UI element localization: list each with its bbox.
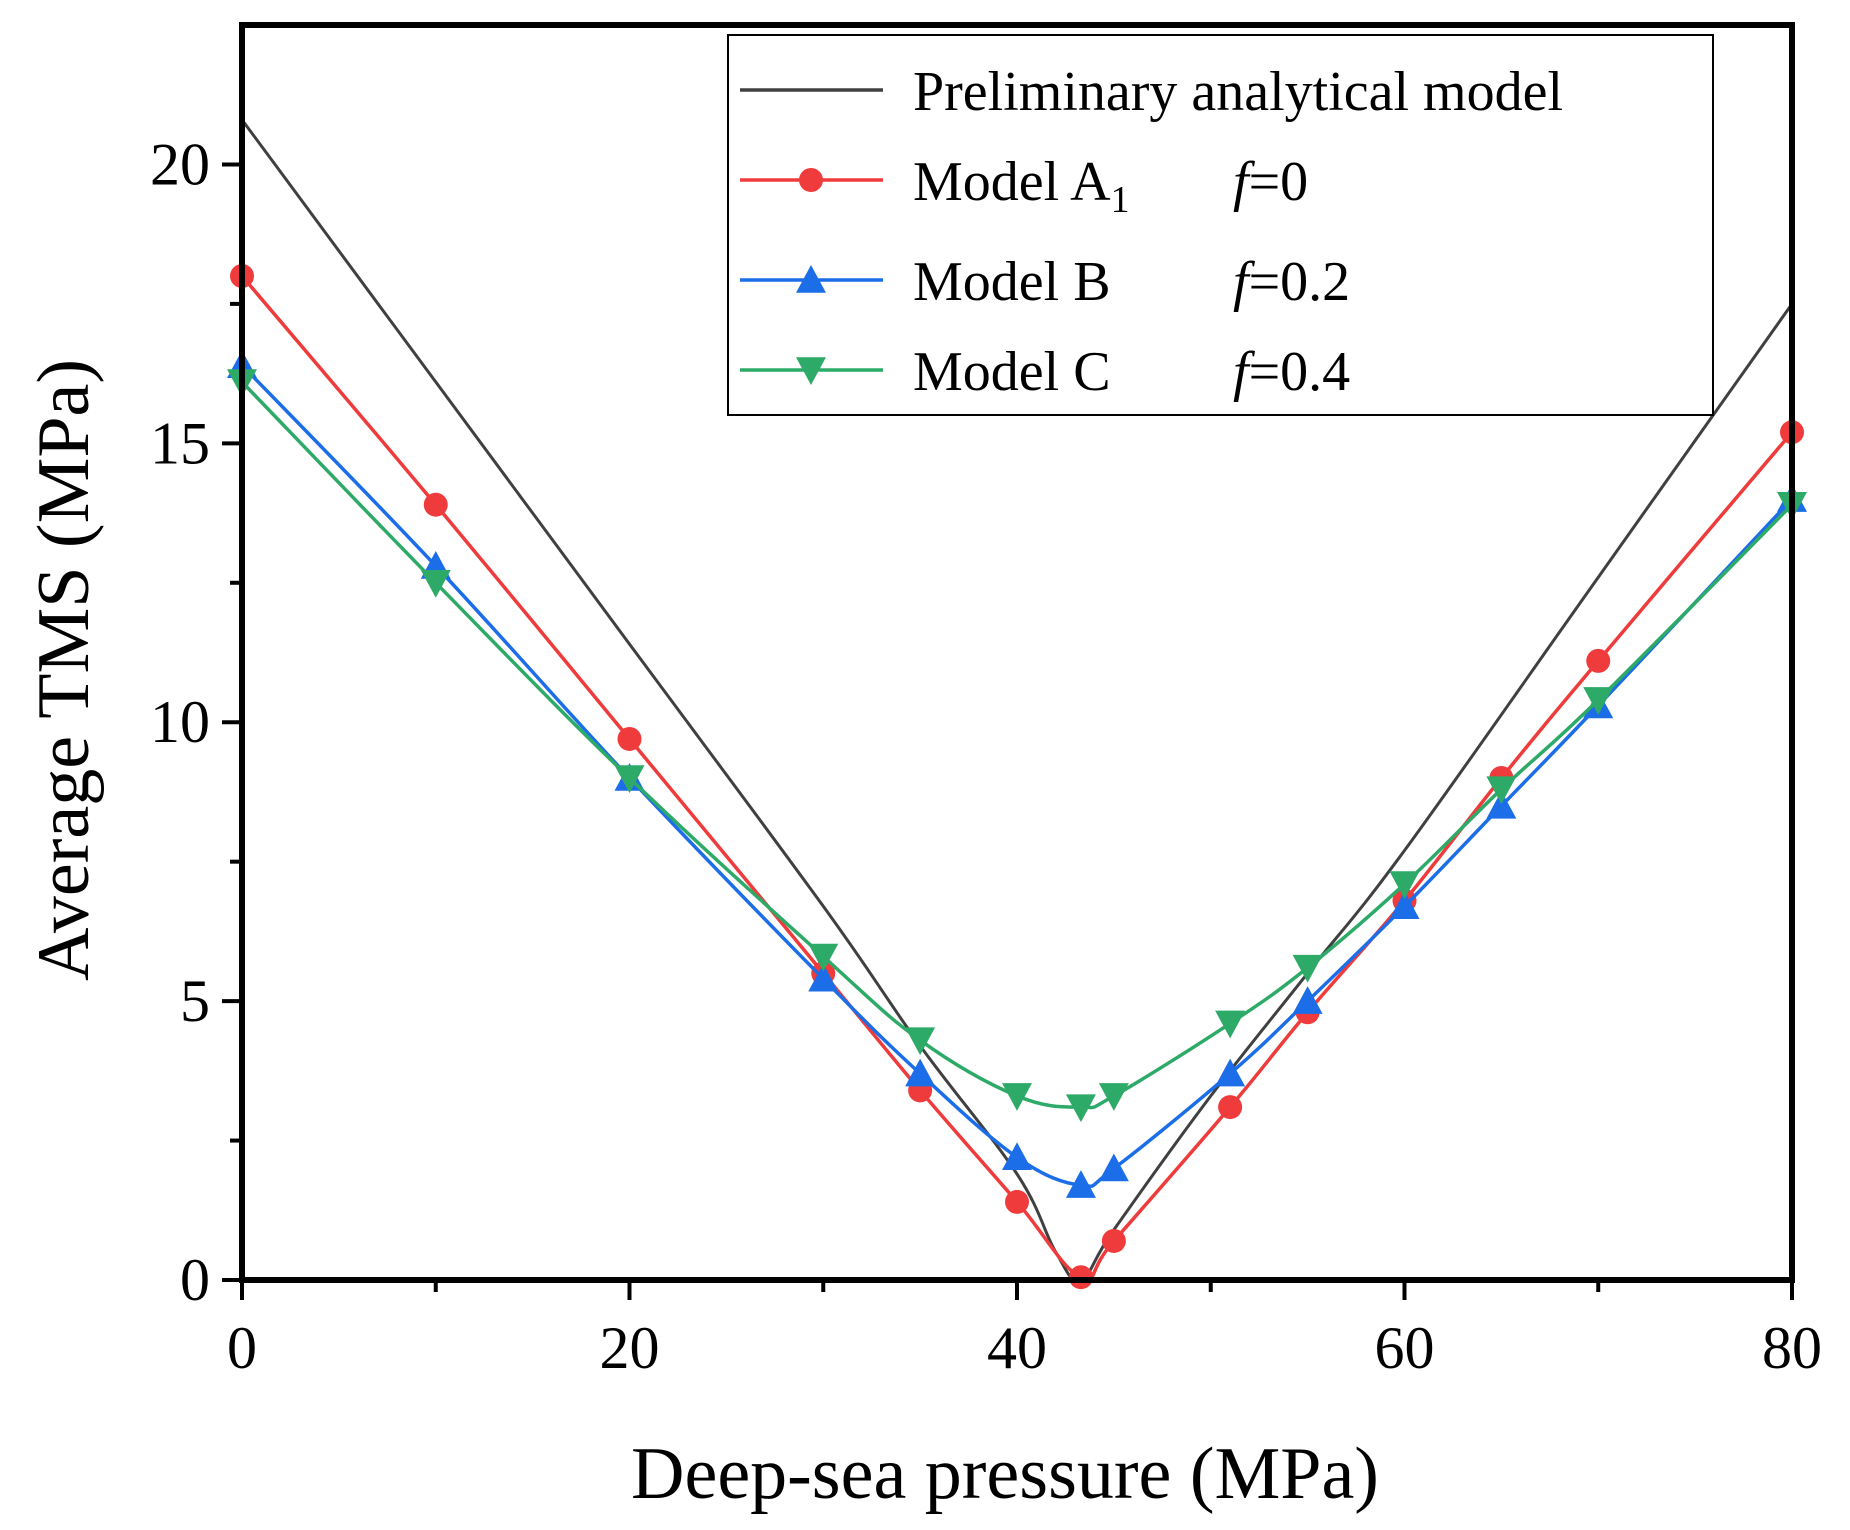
data-point-3-8 xyxy=(1215,1010,1246,1039)
data-point-3-2 xyxy=(614,765,645,793)
legend-label-1: Model A1 xyxy=(913,151,1130,221)
data-point-2-5 xyxy=(1002,1142,1032,1171)
data-point-3-3 xyxy=(808,943,839,972)
x-axis-title: Deep-sea pressure (MPa) xyxy=(631,1433,1379,1515)
data-point-3-7 xyxy=(1098,1083,1129,1111)
y-tick-label-2: 10 xyxy=(150,689,210,755)
data-point-1-2 xyxy=(617,726,642,751)
legend-param-1: f=0 xyxy=(1233,151,1308,213)
data-point-1-7 xyxy=(1101,1228,1126,1253)
axes: 0 20 40 60 80 0 5 10 15 20 xyxy=(150,22,1822,1381)
series-1 xyxy=(230,264,1804,1290)
data-point-3-12 xyxy=(1583,687,1614,715)
data-point-3-11 xyxy=(1486,776,1517,805)
legend-item-1: Model A1 f=0 xyxy=(740,151,1308,221)
legend-swatch-marker-3 xyxy=(796,357,826,385)
data-point-3-9 xyxy=(1292,954,1323,983)
data-point-1-5 xyxy=(1005,1189,1029,1214)
data-point-3-6 xyxy=(1065,1094,1096,1123)
x-tick-label-2: 40 xyxy=(987,1315,1047,1381)
data-point-2-9 xyxy=(1292,986,1323,1014)
plot-area xyxy=(227,118,1807,1290)
x-tick-label-0: 0 xyxy=(227,1315,257,1381)
data-point-1-8 xyxy=(1218,1095,1243,1120)
data-point-3-10 xyxy=(1389,871,1420,899)
legend-label-2: Model B xyxy=(913,251,1111,313)
legend-item-2: Model B f=0.2 xyxy=(740,251,1350,313)
data-point-2-8 xyxy=(1215,1058,1246,1087)
legend-item-3: Model C f=0.4 xyxy=(740,341,1350,403)
legend-param-2: f=0.2 xyxy=(1233,251,1350,313)
x-tick-label-1: 20 xyxy=(600,1315,660,1381)
legend-item-0: Preliminary analytical model xyxy=(740,61,1563,123)
x-tick-label-3: 60 xyxy=(1375,1315,1435,1381)
series-line-2 xyxy=(240,363,1794,1188)
x-tick-label-4: 80 xyxy=(1762,1315,1822,1381)
data-point-3-4 xyxy=(905,1027,936,1056)
y-tick-label-4: 20 xyxy=(150,131,210,197)
data-point-2-6 xyxy=(1065,1170,1096,1198)
series-3 xyxy=(227,369,1807,1123)
data-point-1-1 xyxy=(423,492,448,517)
data-point-2-3 xyxy=(808,963,839,992)
y-tick-label-3: 15 xyxy=(150,410,210,476)
data-point-2-10 xyxy=(1389,891,1420,920)
series-line-1 xyxy=(240,274,1794,1281)
legend-param-3: f=0.4 xyxy=(1233,341,1350,403)
data-point-3-1 xyxy=(420,570,451,598)
data-point-3-5 xyxy=(1002,1083,1032,1111)
y-tick-label-1: 5 xyxy=(180,968,210,1034)
data-point-2-11 xyxy=(1486,790,1517,819)
data-point-2-4 xyxy=(905,1058,936,1087)
data-point-2-7 xyxy=(1098,1153,1129,1182)
data-point-1-12 xyxy=(1586,648,1611,673)
legend-swatch-marker-1 xyxy=(799,168,823,192)
series-2 xyxy=(227,350,1807,1198)
legend-box xyxy=(727,34,1714,416)
y-tick-label-0: 0 xyxy=(180,1247,210,1313)
y-axis-title: Average TMS (MPa) xyxy=(23,359,105,981)
legend-label-3: Model C xyxy=(913,341,1111,403)
legend-swatch-marker-2 xyxy=(796,265,826,293)
legend-label-0: Preliminary analytical model xyxy=(913,61,1563,123)
